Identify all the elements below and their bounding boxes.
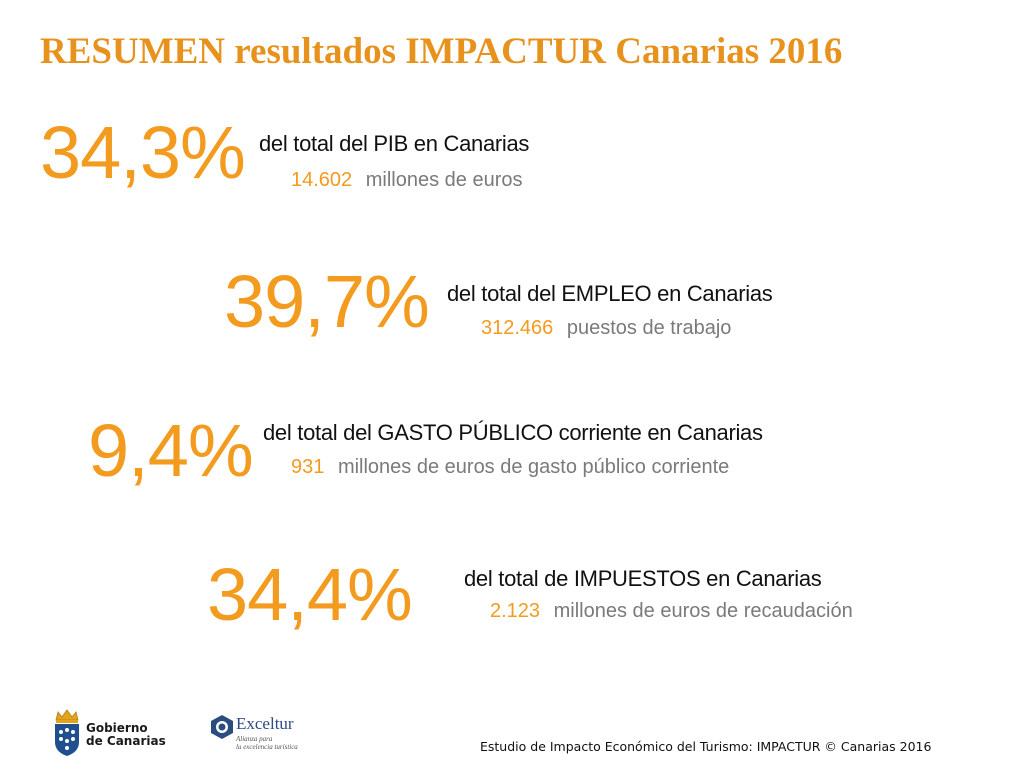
exceltur-tag-line2: la excelencia turística xyxy=(236,743,298,751)
stat-unit: millones de euros xyxy=(365,169,523,191)
stat-unit: millones de euros de gasto público corri… xyxy=(337,456,730,478)
stat-detail: 14.602 millones de euros xyxy=(291,169,522,192)
stat-unit: puestos de trabajo xyxy=(566,317,732,339)
gobierno-logo-line2: de Canarias xyxy=(86,734,166,748)
gobierno-logo-line1: Gobierno xyxy=(86,721,148,735)
stat-detail: 2.123 millones de euros de recaudación xyxy=(490,600,853,623)
stat-value: 2.123 xyxy=(490,600,541,622)
stat-percent: 34,3% xyxy=(40,111,246,194)
exceltur-logo-tagline: Alianza para la excelencia turística xyxy=(236,735,298,751)
stat-description: del total del EMPLEO en Canarias xyxy=(447,281,773,306)
footer-source-note: Estudio de Impacto Económico del Turismo… xyxy=(480,739,932,754)
exceltur-tag-line1: Alianza para xyxy=(236,735,273,743)
stat-detail: 931 millones de euros de gasto público c… xyxy=(291,456,729,479)
stat-percent: 9,4% xyxy=(88,409,254,492)
stat-detail: 312.466 puestos de trabajo xyxy=(481,317,731,340)
stat-value: 14.602 xyxy=(291,169,353,191)
stat-description: del total del GASTO PÚBLICO corriente en… xyxy=(263,420,763,445)
stat-description: del total de IMPUESTOS en Canarias xyxy=(464,566,822,591)
footer-logos: Gobierno de Canarias Exceltur Alianza pa… xyxy=(52,706,322,762)
gobierno-de-canarias-logo: Gobierno de Canarias xyxy=(52,708,170,760)
stat-unit: millones de euros de recaudación xyxy=(553,600,853,622)
exceltur-emblem-icon xyxy=(211,715,233,739)
stat-value: 931 xyxy=(291,456,325,478)
exceltur-logo: Exceltur Alianza para la excelencia turí… xyxy=(210,710,322,762)
stat-percent: 34,4% xyxy=(207,553,413,636)
gobierno-logo-text: Gobierno de Canarias xyxy=(86,722,166,748)
exceltur-logo-name: Exceltur xyxy=(236,714,294,733)
coat-of-arms-icon xyxy=(55,709,79,756)
stat-percent: 39,7% xyxy=(224,260,430,343)
stat-value: 312.466 xyxy=(481,317,554,339)
page-title: RESUMEN resultados IMPACTUR Canarias 201… xyxy=(40,31,843,72)
stat-description: del total del PIB en Canarias xyxy=(259,131,530,156)
